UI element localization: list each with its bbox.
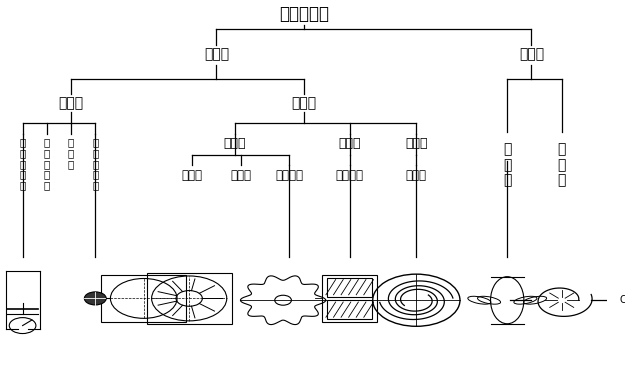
- Text: 双螺杆式: 双螺杆式: [336, 169, 364, 182]
- Text: 旋摩式: 旋摩式: [405, 137, 428, 150]
- Text: 曲
柄
连
杆
式: 曲 柄 连 杆 式: [19, 137, 26, 191]
- Bar: [101, 275, 186, 322]
- Text: 容积型: 容积型: [204, 47, 229, 61]
- Text: 涡旋式: 涡旋式: [406, 169, 427, 182]
- Text: 电
磁
振
荡
式: 电 磁 振 荡 式: [92, 137, 98, 191]
- Text: 单转子: 单转子: [223, 137, 246, 150]
- Bar: [327, 300, 372, 319]
- Text: 单螺杆式: 单螺杆式: [275, 169, 303, 182]
- Text: 转子式: 转子式: [182, 169, 203, 182]
- Circle shape: [84, 292, 106, 305]
- Bar: [147, 273, 232, 324]
- Text: 制冷压缩机: 制冷压缩机: [279, 5, 329, 23]
- Bar: [322, 275, 378, 322]
- Text: 曲
柄
导
管
式: 曲 柄 导 管 式: [44, 137, 50, 191]
- Text: 滑片式: 滑片式: [230, 169, 251, 182]
- Text: 回转式: 回转式: [292, 96, 317, 110]
- Text: C: C: [619, 295, 625, 305]
- Bar: [327, 278, 372, 297]
- Text: 轴
流
式: 轴 流 式: [503, 143, 511, 187]
- Text: 速度型: 速度型: [519, 47, 544, 61]
- Text: 离
心
式: 离 心 式: [558, 143, 566, 187]
- Text: 双转子: 双转子: [339, 137, 361, 150]
- Text: 斜
盘
式: 斜 盘 式: [68, 137, 74, 169]
- Text: 往复式: 往复式: [59, 96, 84, 110]
